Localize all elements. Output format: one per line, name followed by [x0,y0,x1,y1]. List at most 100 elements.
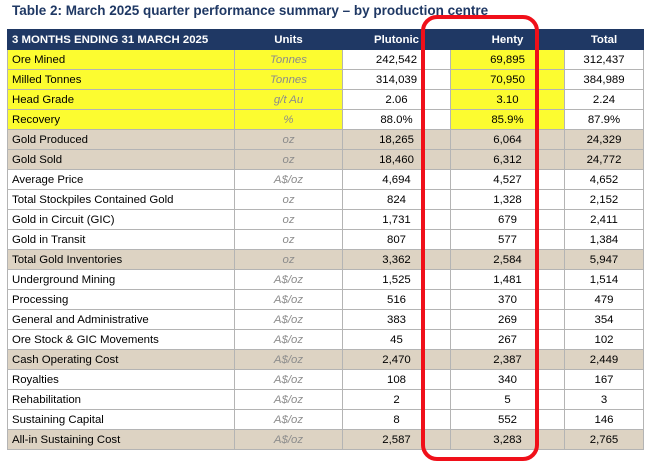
row-units: A$/oz [234,349,343,370]
cell-henty: 340 [450,369,565,390]
table-row-cash-operating-cost: Cash Operating Cost A$/oz 2,470 2,387 2,… [7,349,644,370]
cell-total: 1,514 [564,269,644,290]
cell-henty: 5 [450,389,565,410]
row-label: Sustaining Capital [7,409,235,430]
cell-plutonic: 4,694 [342,169,451,190]
row-units: A$/oz [234,289,343,310]
cell-plutonic: 1,731 [342,209,451,230]
row-units: A$/oz [234,429,343,450]
row-label: Processing [7,289,235,310]
row-label: Recovery [7,109,235,130]
cell-plutonic: 2,587 [342,429,451,450]
table-row-recovery: Recovery % 88.0% 85.9% 87.9% [7,109,644,130]
cell-plutonic: 45 [342,329,451,350]
row-label: Royalties [7,369,235,390]
row-units: oz [234,249,343,270]
cell-henty: 370 [450,289,565,310]
table-row-average-price: Average Price A$/oz 4,694 4,527 4,652 [7,169,644,190]
table-row-gold-in-circuit: Gold in Circuit (GIC) oz 1,731 679 2,411 [7,209,644,230]
table-row-underground-mining: Underground Mining A$/oz 1,525 1,481 1,5… [7,269,644,290]
row-units: oz [234,149,343,170]
row-label: Ore Stock & GIC Movements [7,329,235,350]
row-label: Gold Produced [7,129,235,150]
row-label: Cash Operating Cost [7,349,235,370]
cell-henty: 69,895 [450,49,565,70]
cell-plutonic: 108 [342,369,451,390]
row-units: A$/oz [234,369,343,390]
table-row-processing: Processing A$/oz 516 370 479 [7,289,644,310]
table-row-head-grade: Head Grade g/t Au 2.06 3.10 2.24 [7,89,644,110]
row-units: A$/oz [234,389,343,410]
row-units: Tonnes [234,49,343,70]
cell-plutonic: 18,265 [342,129,451,150]
cell-plutonic: 824 [342,189,451,210]
cell-henty: 269 [450,309,565,330]
table-row-gold-in-transit: Gold in Transit oz 807 577 1,384 [7,229,644,250]
row-units: A$/oz [234,329,343,350]
row-units: oz [234,229,343,250]
cell-total: 2,765 [564,429,644,450]
cell-henty: 267 [450,329,565,350]
table-row-total-gold-inventories: Total Gold Inventories oz 3,362 2,584 5,… [7,249,644,270]
row-label: Gold in Transit [7,229,235,250]
cell-total: 3 [564,389,644,410]
cell-plutonic: 1,525 [342,269,451,290]
cell-henty: 1,481 [450,269,565,290]
cell-plutonic: 18,460 [342,149,451,170]
cell-plutonic: 3,362 [342,249,451,270]
table-row-gold-produced: Gold Produced oz 18,265 6,064 24,329 [7,129,644,150]
row-units: A$/oz [234,269,343,290]
row-units: A$/oz [234,309,343,330]
table-row-total-stockpiles: Total Stockpiles Contained Gold oz 824 1… [7,189,644,210]
cell-total: 479 [564,289,644,310]
cell-henty: 85.9% [450,109,565,130]
cell-total: 167 [564,369,644,390]
row-units: oz [234,189,343,210]
table-row-milled-tonnes: Milled Tonnes Tonnes 314,039 70,950 384,… [7,69,644,90]
table-row-aisc: All-in Sustaining Cost A$/oz 2,587 3,283… [7,429,644,450]
cell-total: 312,437 [564,49,644,70]
cell-plutonic: 242,542 [342,49,451,70]
row-units: Tonnes [234,69,343,90]
table-row-ore-mined: Ore Mined Tonnes 242,542 69,895 312,437 [7,49,644,70]
row-units: A$/oz [234,409,343,430]
cell-total: 24,772 [564,149,644,170]
cell-henty: 2,387 [450,349,565,370]
cell-total: 87.9% [564,109,644,130]
cell-plutonic: 516 [342,289,451,310]
cell-henty: 1,328 [450,189,565,210]
performance-table: 3 MONTHS ENDING 31 MARCH 2025 Units Plut… [7,29,644,450]
row-label: Average Price [7,169,235,190]
row-label: Total Gold Inventories [7,249,235,270]
cell-henty: 6,064 [450,129,565,150]
header-plutonic: Plutonic [342,29,451,50]
header-henty: Henty [450,29,565,50]
cell-henty: 4,527 [450,169,565,190]
cell-total: 2,449 [564,349,644,370]
row-units: g/t Au [234,89,343,110]
cell-total: 2,411 [564,209,644,230]
row-units: oz [234,209,343,230]
cell-plutonic: 2.06 [342,89,451,110]
row-label: Underground Mining [7,269,235,290]
cell-total: 5,947 [564,249,644,270]
row-label: Milled Tonnes [7,69,235,90]
cell-plutonic: 2 [342,389,451,410]
row-label: Ore Mined [7,49,235,70]
table-row-royalties: Royalties A$/oz 108 340 167 [7,369,644,390]
cell-total: 102 [564,329,644,350]
row-label: Gold Sold [7,149,235,170]
header-units: Units [234,29,343,50]
cell-total: 2,152 [564,189,644,210]
row-units: % [234,109,343,130]
cell-plutonic: 314,039 [342,69,451,90]
table-row-sustaining-capital: Sustaining Capital A$/oz 8 552 146 [7,409,644,430]
row-units: A$/oz [234,169,343,190]
cell-henty: 552 [450,409,565,430]
row-label: All-in Sustaining Cost [7,429,235,450]
cell-plutonic: 2,470 [342,349,451,370]
cell-henty: 577 [450,229,565,250]
table-row-ore-stock-gic: Ore Stock & GIC Movements A$/oz 45 267 1… [7,329,644,350]
cell-henty: 679 [450,209,565,230]
header-row: 3 MONTHS ENDING 31 MARCH 2025 Units Plut… [7,29,644,50]
